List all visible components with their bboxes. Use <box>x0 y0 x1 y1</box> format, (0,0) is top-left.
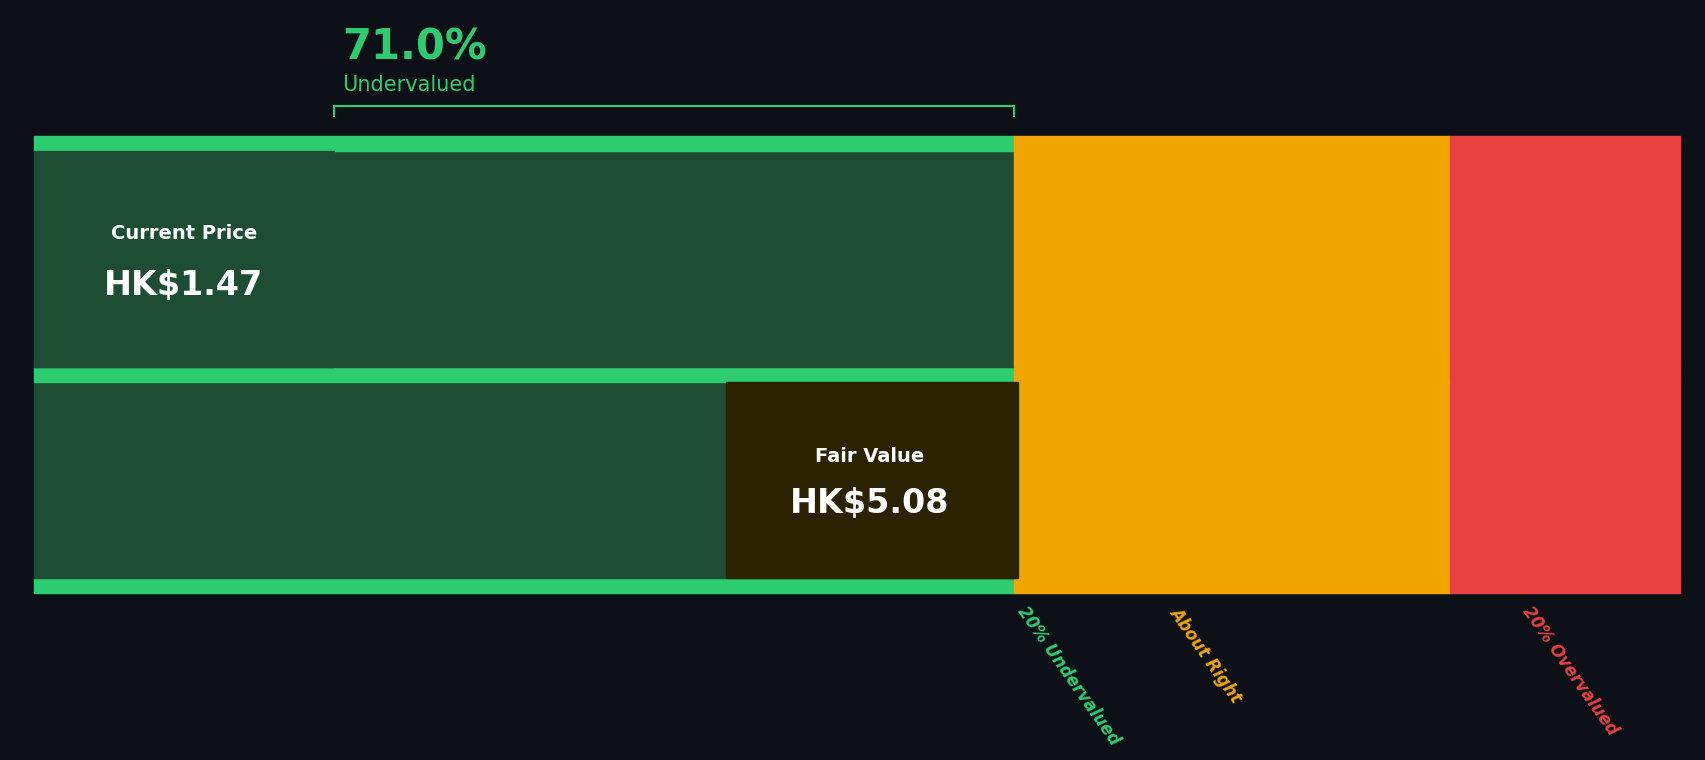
Bar <box>1013 367 1449 382</box>
Bar <box>34 382 1013 578</box>
Text: 71.0%: 71.0% <box>343 27 486 68</box>
Bar <box>1013 151 1449 367</box>
Text: HK$5.08: HK$5.08 <box>789 487 948 520</box>
Text: Current Price: Current Price <box>111 224 257 243</box>
Text: About Right: About Right <box>1166 603 1245 705</box>
Bar <box>725 382 1018 578</box>
Bar <box>34 578 1013 593</box>
Bar <box>1449 367 1679 382</box>
Bar <box>1013 382 1449 578</box>
Text: Fair Value: Fair Value <box>815 447 924 466</box>
Bar <box>34 151 1013 367</box>
Text: 20% Undervalued: 20% Undervalued <box>1013 603 1122 749</box>
Bar <box>34 367 1013 382</box>
Bar <box>34 151 334 367</box>
Bar <box>1013 578 1449 593</box>
Bar <box>1449 578 1679 593</box>
Bar <box>1449 382 1679 578</box>
Bar <box>34 136 1013 151</box>
Text: Undervalued: Undervalued <box>343 75 476 95</box>
Text: HK$1.47: HK$1.47 <box>104 269 263 302</box>
Text: 20% Overvalued: 20% Overvalued <box>1517 603 1621 739</box>
Bar <box>1013 136 1449 151</box>
Bar <box>1449 151 1679 367</box>
Bar <box>1449 136 1679 151</box>
